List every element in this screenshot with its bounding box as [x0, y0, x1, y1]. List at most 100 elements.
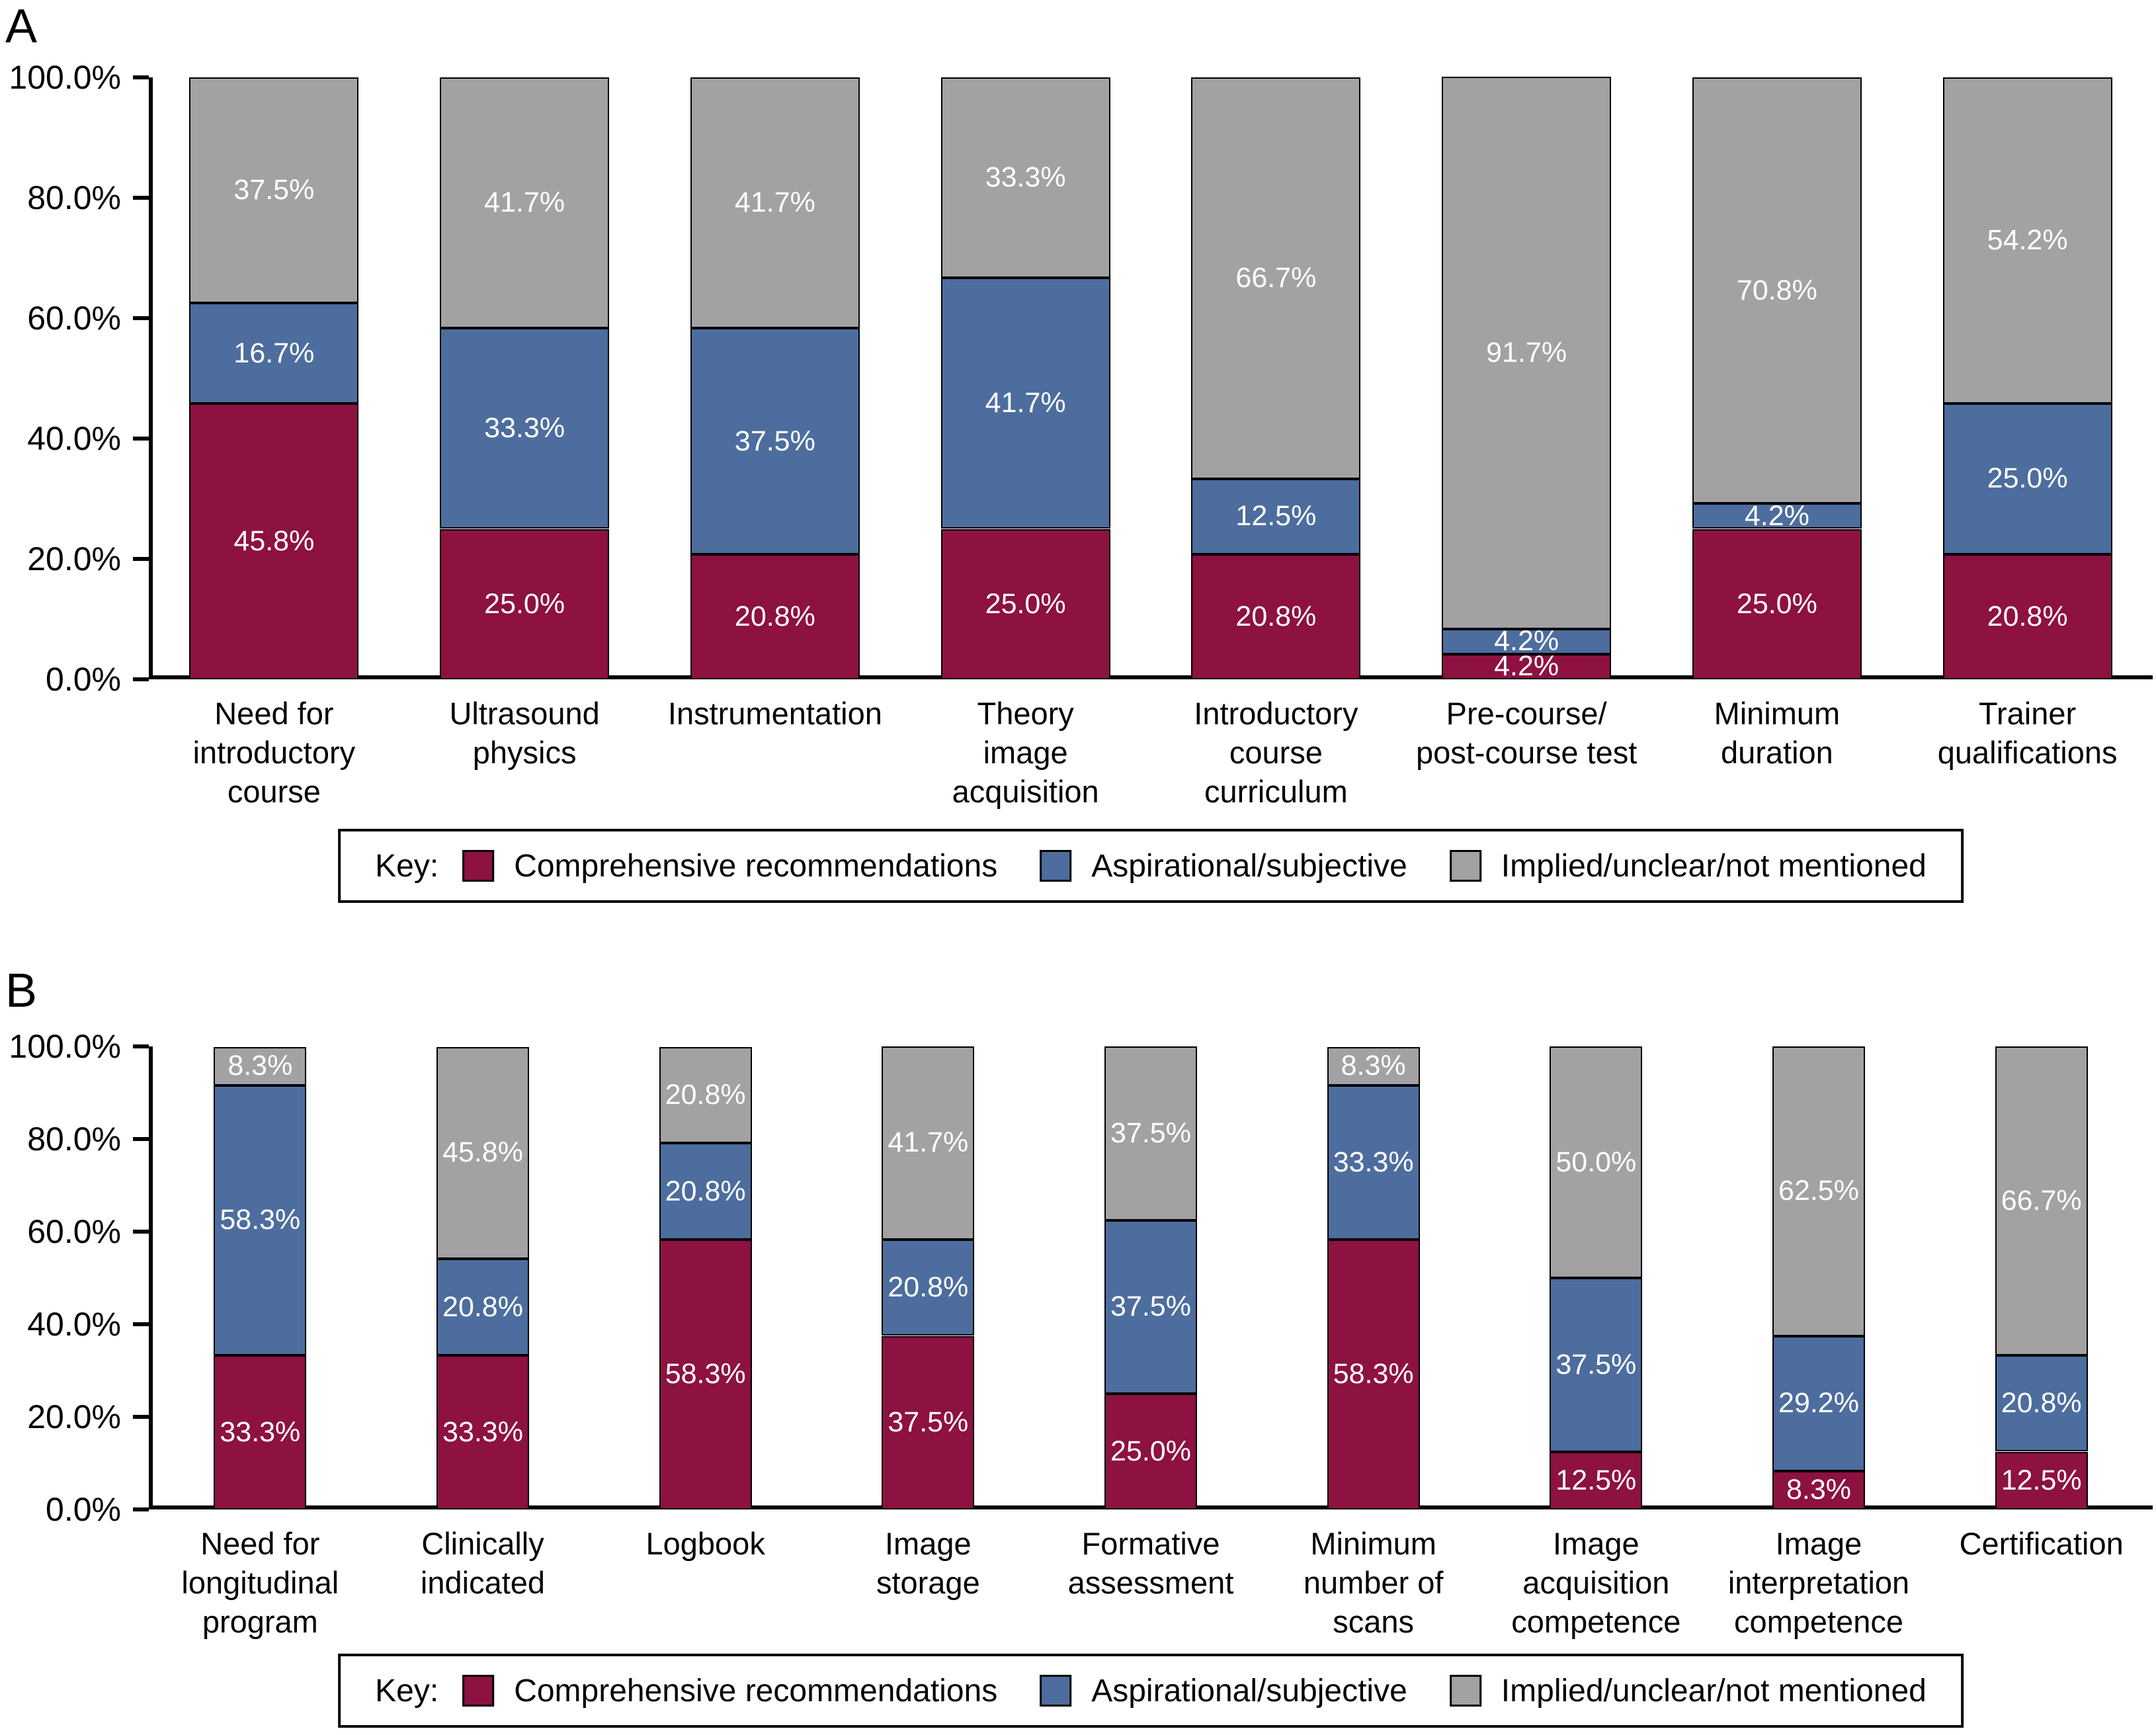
y-tick-mark	[133, 316, 149, 320]
panel-a-letter: A	[5, 0, 38, 53]
category-label: Formative assessment	[1032, 1524, 1270, 1602]
segment-value-label: 8.3%	[1341, 1050, 1406, 1082]
segment-value-label: 41.7%	[734, 187, 815, 219]
bar-segment-comprehensive: 58.3%	[1327, 1239, 1420, 1509]
category-label-line: duration	[1720, 735, 1833, 770]
stacked-bar: 45.8% 16.7% 37.5%	[189, 77, 359, 679]
bar-segment-aspirational: 12.5%	[1191, 478, 1361, 554]
category-label: Image storage	[809, 1524, 1047, 1602]
segment-value-label: 20.8%	[1987, 600, 2068, 632]
category-label-line: competence	[1511, 1604, 1681, 1639]
segment-value-label: 33.3%	[1333, 1146, 1414, 1178]
segment-value-label: 33.3%	[484, 412, 565, 444]
segment-value-label: 4.2%	[1494, 650, 1559, 683]
category-label-line: Need for	[200, 1526, 320, 1561]
segment-value-label: 20.8%	[665, 1175, 746, 1207]
bar-segment-implied: 41.7%	[690, 77, 860, 329]
category-label-line: Introductory	[1194, 696, 1358, 731]
y-tick-label: 80.0%	[27, 179, 121, 216]
category-label-line: Instrumentation	[667, 696, 882, 731]
category-label: Introductory course curriculum	[1137, 694, 1415, 811]
category-label-line: image	[983, 735, 1068, 770]
category-label-line: interpretation	[1727, 1565, 1910, 1600]
category-label-line: number of	[1303, 1565, 1444, 1600]
category-label-line: acquisition	[952, 774, 1099, 809]
comprehensive-swatch-icon	[462, 1675, 495, 1707]
y-tick-mark	[133, 437, 149, 441]
segment-value-label: 33.3%	[985, 161, 1066, 193]
bar-segment-implied: 8.3%	[214, 1046, 307, 1085]
y-tick-label: 0.0%	[46, 661, 121, 698]
segment-value-label: 54.2%	[1987, 224, 2068, 257]
segment-value-label: 4.2%	[1494, 625, 1559, 657]
y-tick-mark	[133, 196, 149, 200]
segment-value-label: 20.8%	[1235, 600, 1317, 632]
implied-swatch-icon	[1449, 1675, 1481, 1707]
bar-segment-comprehensive: 20.8%	[1191, 554, 1361, 679]
category-label: Clinically indicated	[364, 1524, 602, 1602]
bar-segment-aspirational: 4.2%	[1442, 625, 1612, 657]
segment-value-label: 37.5%	[888, 1406, 969, 1439]
bar-segment-implied: 33.3%	[940, 77, 1110, 278]
bar-segment-aspirational: 37.5%	[1550, 1278, 1643, 1452]
bar-segment-implied: 41.7%	[440, 77, 610, 329]
segment-value-label: 12.5%	[2001, 1464, 2082, 1496]
bar-segment-comprehensive: 37.5%	[882, 1335, 975, 1509]
segment-value-label: 25.0%	[484, 587, 565, 620]
category-label-line: Minimum	[1310, 1526, 1436, 1561]
stacked-bar: 25.0% 41.7% 33.3%	[940, 77, 1110, 679]
segment-value-label: 20.8%	[2001, 1387, 2082, 1419]
segment-value-label: 58.3%	[220, 1204, 301, 1236]
stacked-bar: 58.3% 20.8% 20.8%	[659, 1046, 752, 1509]
bar-segment-comprehensive: 33.3%	[214, 1355, 307, 1509]
bar-segment-aspirational: 37.5%	[690, 328, 860, 554]
legend-key-label: Key:	[375, 848, 439, 884]
y-tick-mark	[133, 1044, 149, 1048]
aspirational-swatch-icon	[1040, 850, 1072, 882]
bar-segment-implied: 70.8%	[1692, 77, 1862, 504]
bar-segment-comprehensive: 33.3%	[436, 1355, 529, 1509]
category-label-line: Image	[1553, 1526, 1639, 1561]
category-label-line: curriculum	[1204, 774, 1348, 809]
category-label: Instrumentation	[636, 694, 914, 733]
segment-value-label: 37.5%	[1555, 1348, 1637, 1380]
panel-b-legend: Key: Comprehensive recommendations Aspir…	[338, 1654, 1964, 1728]
y-tick-mark	[133, 1507, 149, 1511]
bar-segment-aspirational: 20.8%	[882, 1239, 975, 1336]
legend-entry-comprehensive: Comprehensive recommendations	[462, 1673, 997, 1709]
category-label-line: Logbook	[645, 1526, 765, 1561]
segment-value-label: 25.0%	[985, 587, 1066, 620]
segment-value-label: 66.7%	[2001, 1184, 2082, 1216]
segment-value-label: 20.8%	[888, 1271, 969, 1304]
stacked-bar: 8.3% 29.2% 62.5%	[1772, 1046, 1865, 1509]
category-label-line: course	[227, 774, 321, 809]
bar-segment-aspirational: 20.8%	[1995, 1355, 2088, 1452]
y-tick-mark	[133, 1137, 149, 1141]
segment-value-label: 8.3%	[1786, 1474, 1851, 1506]
legend-entry-comprehensive: Comprehensive recommendations	[462, 848, 997, 884]
category-label-line: Certification	[1959, 1526, 2124, 1561]
bar-segment-implied: 66.7%	[1191, 77, 1361, 479]
category-label-line: Image	[1775, 1526, 1862, 1561]
stacked-bar: 20.8% 25.0% 54.2%	[1942, 77, 2112, 679]
category-label-line: Clinically	[421, 1526, 544, 1561]
segment-value-label: 41.7%	[888, 1126, 969, 1159]
category-label-line: program	[202, 1604, 318, 1639]
segment-value-label: 37.5%	[233, 174, 315, 206]
segment-value-label: 12.5%	[1235, 500, 1317, 532]
stacked-bar: 12.5% 37.5% 50.0%	[1550, 1046, 1643, 1509]
category-label: Need for introductory course	[135, 694, 413, 811]
segment-value-label: 33.3%	[442, 1416, 523, 1448]
category-label: Theory image acquisition	[887, 694, 1165, 811]
y-tick-mark	[133, 557, 149, 561]
category-label: Ultrasound physics	[386, 694, 663, 772]
category-label-line: Minimum	[1714, 696, 1841, 731]
segment-value-label: 58.3%	[665, 1358, 746, 1390]
bar-segment-aspirational: 37.5%	[1104, 1220, 1197, 1394]
segment-value-label: 33.3%	[220, 1416, 301, 1448]
stacked-bar: 25.0% 37.5% 37.5%	[1104, 1046, 1197, 1509]
bar-segment-comprehensive: 45.8%	[189, 403, 359, 679]
category-label-line: acquisition	[1522, 1565, 1670, 1600]
segment-value-label: 25.0%	[1110, 1435, 1191, 1467]
bar-segment-implied: 50.0%	[1550, 1046, 1643, 1278]
